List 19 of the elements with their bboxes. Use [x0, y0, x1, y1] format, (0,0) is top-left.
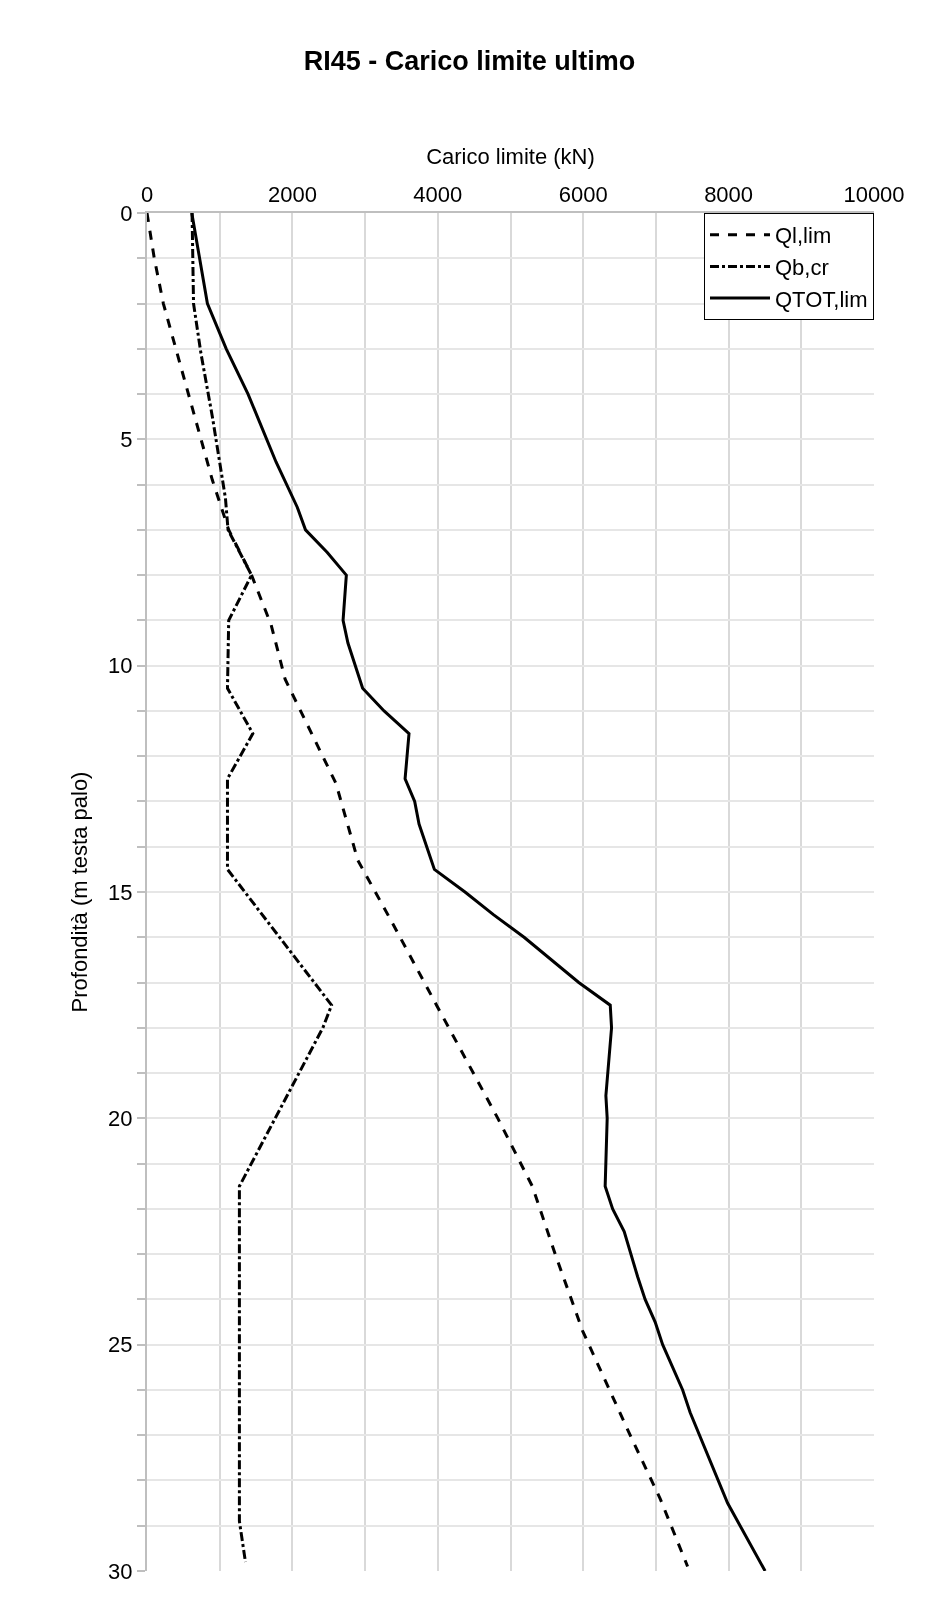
- y-axis-title: Profondità (m testa palo): [67, 771, 93, 1013]
- y-tick-label: 15: [108, 879, 133, 905]
- chart-title: RI45 - Carico limite ultimo: [303, 46, 636, 77]
- x-tick-label: 0: [140, 182, 154, 208]
- y-tick-label: 25: [108, 1332, 133, 1358]
- x-tick-label: 6000: [558, 182, 608, 208]
- x-tick-label: 10000: [843, 182, 905, 208]
- x-axis-title: Carico limite (kN): [426, 143, 595, 169]
- x-tick-label: 2000: [267, 182, 317, 208]
- y-tick-label: 20: [108, 1106, 133, 1132]
- y-tick-label: 0: [120, 200, 133, 226]
- y-tick-label: 30: [108, 1558, 133, 1584]
- legend-label: Ql,lim: [775, 223, 832, 249]
- x-tick-label: 8000: [704, 182, 754, 208]
- legend-label: Qb,cr: [775, 254, 829, 280]
- y-tick-label: 10: [108, 653, 133, 679]
- legend-label: QTOT,lim: [775, 286, 868, 312]
- y-tick-label: 5: [120, 427, 133, 453]
- x-tick-label: 4000: [413, 182, 463, 208]
